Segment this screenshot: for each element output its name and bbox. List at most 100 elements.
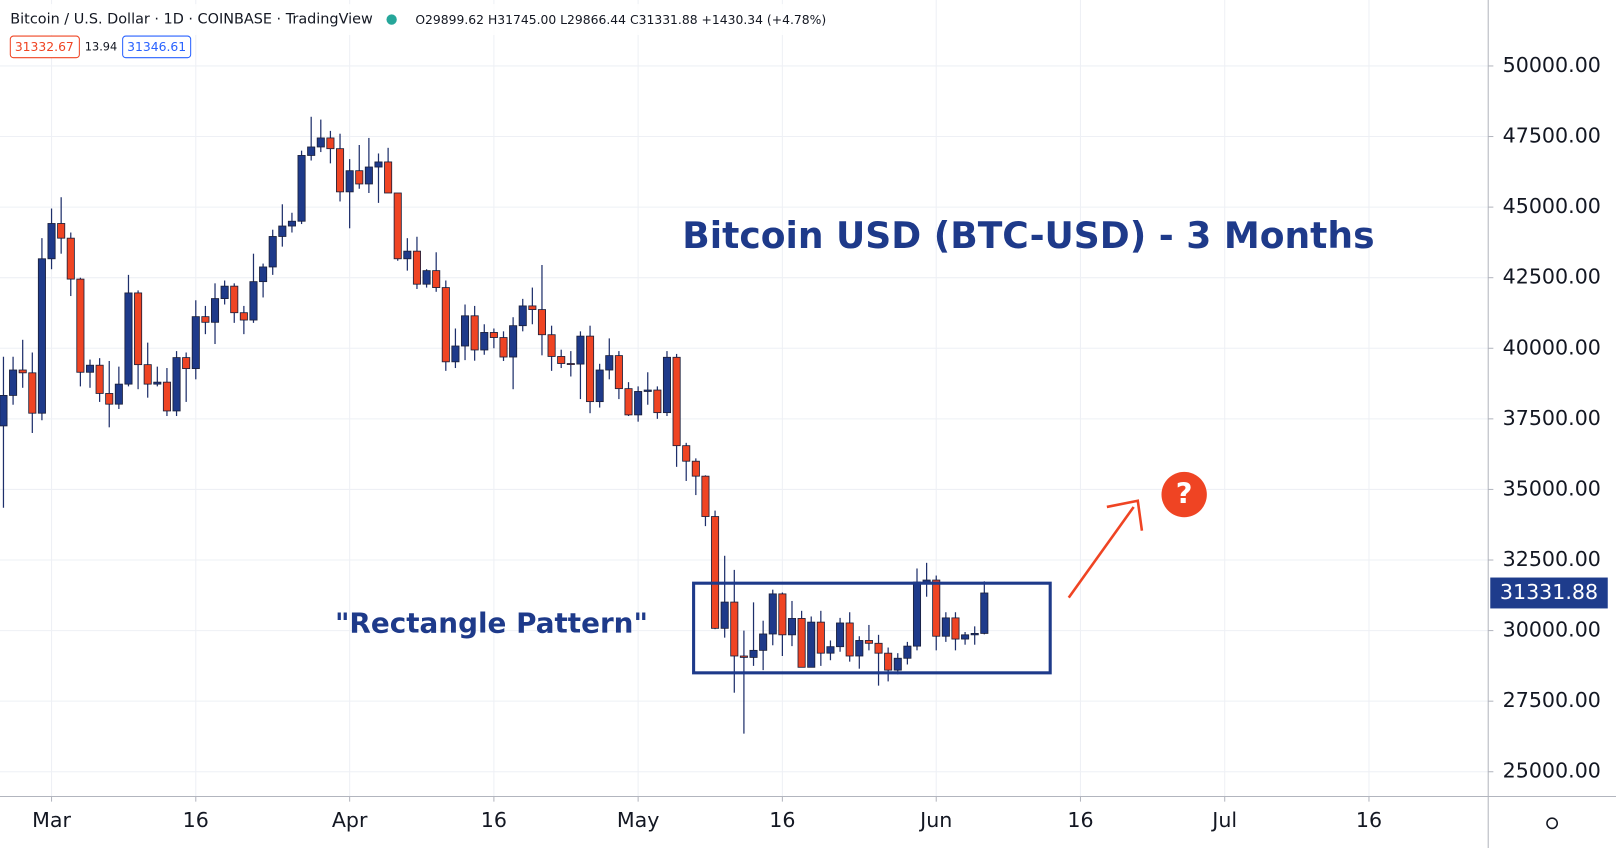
candle-body — [143, 364, 152, 385]
candle-body — [951, 617, 960, 640]
x-tick-label: Mar — [32, 808, 71, 832]
candle-body — [778, 593, 787, 636]
annotation: "Rectangle Pattern" — [335, 606, 648, 639]
candle-body — [624, 388, 633, 416]
candle-body — [114, 383, 123, 405]
ask-badge — [122, 35, 192, 59]
candle-body — [586, 335, 595, 403]
ask-price: 31346.61 — [127, 40, 186, 54]
candle-body — [220, 285, 229, 299]
candle-body — [374, 161, 383, 168]
candle-body — [903, 645, 912, 659]
candle-body — [653, 389, 662, 414]
y-tick-label: 50000.00 — [1503, 53, 1601, 77]
candle-body — [162, 381, 171, 412]
candle-body — [605, 355, 614, 371]
candle-body — [9, 369, 18, 396]
x-tick-label: May — [617, 808, 660, 832]
x-tick-label: Apr — [332, 808, 368, 832]
candle-body — [614, 355, 623, 390]
settings-icon[interactable] — [1546, 817, 1559, 830]
candle-body — [864, 640, 873, 644]
question-mark: ? — [1176, 477, 1193, 511]
candle-body — [57, 223, 66, 239]
candle-body — [105, 393, 114, 405]
candle-body — [259, 266, 268, 283]
gear[interactable] — [1546, 817, 1559, 830]
y-tick-label: 45000.00 — [1503, 194, 1601, 218]
bid-badge — [9, 35, 80, 59]
candle-body — [691, 460, 700, 477]
x-tick-label: 16 — [1356, 808, 1382, 832]
candle-body — [95, 364, 104, 394]
candle-body — [412, 250, 421, 285]
candle-body — [739, 655, 748, 658]
candle-body — [749, 649, 758, 658]
y-tick-label: 35000.00 — [1503, 476, 1601, 500]
candle-body — [537, 309, 546, 336]
candle-body — [711, 516, 720, 629]
x-tick-label: 16 — [481, 808, 507, 832]
bid-price: 31332.67 — [15, 40, 74, 54]
last-price-badge — [1490, 577, 1608, 609]
candle-body — [336, 148, 345, 193]
candle-body — [307, 146, 316, 156]
candle-body — [961, 634, 970, 640]
candle-body — [970, 633, 979, 636]
candle-body — [509, 325, 518, 358]
candle-body — [595, 369, 604, 403]
candle-body — [287, 220, 296, 227]
candle-body — [836, 622, 845, 648]
candle-body — [932, 579, 941, 637]
candle-body — [884, 652, 893, 671]
candle-body — [124, 292, 133, 385]
x-tick-label: Jul — [1210, 808, 1237, 832]
arrow-head — [1106, 499, 1144, 531]
candle-body — [191, 316, 200, 370]
candle-body — [893, 657, 902, 671]
candle-body — [230, 285, 239, 314]
candle-body — [18, 369, 27, 374]
axes: 25000.00 27500.00 30000.00 32500.00 35000.00… — [32, 53, 1608, 832]
ohlc-values: O29899.62 H31745.00 L29866.44 C31331.88 … — [415, 13, 826, 27]
candle-body — [662, 356, 671, 414]
candle-body — [980, 592, 989, 634]
candle-body — [845, 622, 854, 657]
candle-body — [941, 617, 950, 637]
candle-body — [480, 332, 489, 351]
candle-body — [489, 332, 498, 338]
candles — [0, 116, 989, 734]
candle-body — [85, 364, 95, 373]
candle-body — [701, 475, 710, 517]
candle-body — [249, 281, 258, 321]
arrow-shaft — [1067, 506, 1135, 599]
candle-body — [855, 640, 864, 657]
x-tick-label: 16 — [769, 808, 795, 832]
candle-body — [355, 170, 364, 185]
candle-body — [172, 357, 181, 412]
candle-body — [672, 356, 681, 447]
y-tick-label: 37500.00 — [1503, 406, 1601, 430]
candle-body — [470, 315, 479, 351]
candle-body — [47, 223, 56, 260]
market-status — [386, 14, 397, 25]
candle-body — [28, 372, 37, 414]
candle-body — [134, 292, 143, 366]
candle-body — [316, 137, 325, 148]
candle-body — [499, 337, 508, 358]
candle-body — [912, 581, 922, 647]
y-tick-label: 30000.00 — [1503, 618, 1601, 642]
candle-body — [547, 334, 556, 357]
candle-body — [153, 381, 162, 385]
chart-title: Bitcoin USD (BTC-USD) - 3 Months — [682, 215, 1374, 257]
candle-body — [576, 335, 585, 365]
last-price-label: 31331.88 — [1500, 580, 1598, 604]
candle-body — [441, 287, 450, 363]
candle-body — [326, 137, 335, 150]
candle-body — [451, 345, 460, 363]
candle-body — [682, 445, 691, 462]
candle-body — [364, 166, 373, 185]
candle-body — [297, 155, 306, 222]
